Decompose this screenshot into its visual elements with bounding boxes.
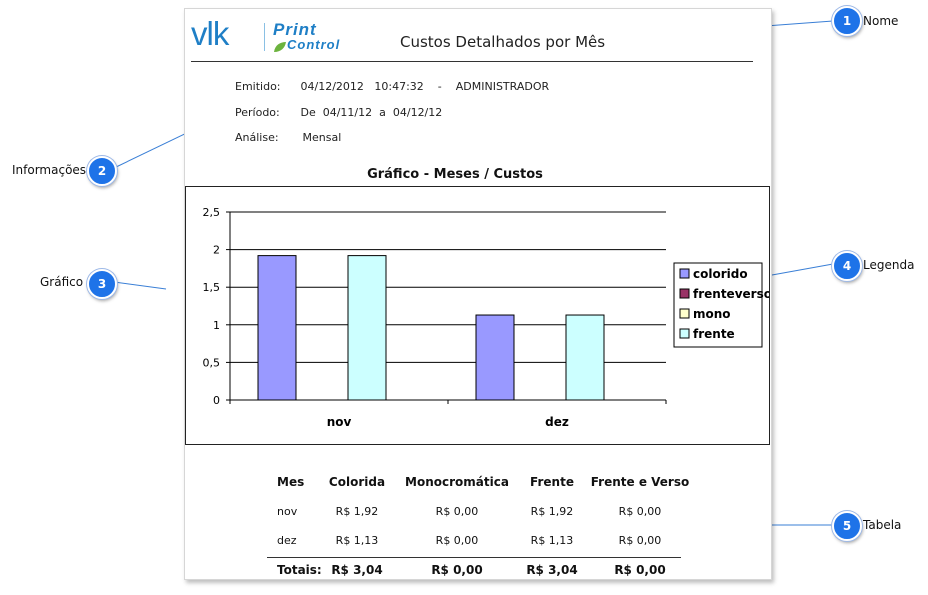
report-page: vlk Print Control Custos Detalhados por …	[184, 8, 772, 580]
table-totals-divider	[267, 557, 681, 558]
bar-colorido-dez	[475, 314, 515, 401]
callout-bubble-4: 4	[832, 251, 862, 281]
callout-bubble-2: 2	[87, 156, 117, 186]
legend-swatch-colorido	[679, 268, 690, 279]
y-tick-label: 2	[213, 244, 220, 257]
legend-label-mono: mono	[693, 307, 731, 321]
table-total-cell: R$ 0,00	[614, 563, 666, 577]
info-emitido: Emitido: 04/12/2012 10:47:32 - ADMINISTR…	[235, 80, 549, 93]
table-total-cell: R$ 3,04	[526, 563, 578, 577]
periodo-value: De 04/11/12 a 04/12/12	[300, 106, 443, 119]
callout-bubble-1: 1	[832, 6, 862, 36]
y-tick-label: 2,5	[203, 206, 221, 219]
table-cell: R$ 0,00	[618, 534, 662, 547]
table-total-cell: R$ 3,04	[331, 563, 383, 577]
bar-frente-dez	[565, 314, 605, 401]
report-title: Custos Detalhados por Mês	[400, 33, 606, 51]
info-periodo: Período: De 04/11/12 a 04/12/12	[235, 106, 442, 119]
logo-control: Control	[287, 37, 341, 52]
info-analise: Análise: Mensal	[235, 131, 341, 144]
table-header-cell: Frente e Verso	[590, 475, 690, 489]
y-tick-label: 0,5	[203, 356, 221, 369]
analise-value: Mensal	[302, 131, 342, 144]
legend-label-colorido: colorido	[693, 267, 748, 281]
x-tick-label: dez	[545, 415, 569, 429]
table-total-cell: Totais:	[277, 563, 322, 577]
callout-bubble-5: 5	[832, 511, 862, 541]
chart-area: 0 0,5 1 1,5 2 2,5 nov dez colorido frenteverso mon…	[185, 186, 772, 445]
table-header-cell: Colorida	[328, 475, 386, 489]
leaf-icon	[274, 42, 286, 52]
emitido-label: Emitido:	[235, 80, 281, 93]
y-tick-label: 0	[213, 394, 220, 407]
callout-label-tabela: Tabela	[863, 518, 902, 532]
legend-swatch-frente	[679, 328, 690, 339]
legend-swatch-mono	[679, 308, 690, 319]
table-cell: R$ 1,92	[530, 505, 574, 518]
table-cell: R$ 1,13	[335, 534, 379, 547]
bar-frente-nov	[347, 255, 387, 401]
callout-label-grafico: Gráfico	[40, 275, 84, 289]
table-cell: dez	[277, 534, 297, 547]
callout-label-nome: Nome	[863, 14, 899, 28]
emitido-value: 04/12/2012 10:47:32 - ADMINISTRADOR	[300, 80, 550, 93]
logo-brand: vlk	[191, 15, 229, 52]
legend-swatch-frenteverso	[679, 288, 690, 299]
vlk-printcontrol-logo: vlk Print Control	[191, 15, 381, 57]
legend-label-frenteverso: frenteverso	[693, 287, 769, 301]
table-cell: R$ 1,13	[530, 534, 574, 547]
callout-line-3	[113, 281, 167, 290]
x-tick-label: nov	[327, 415, 352, 429]
callout-line-4	[771, 263, 834, 276]
analise-label: Análise:	[235, 131, 279, 144]
periodo-label: Período:	[235, 106, 280, 119]
table-cell: R$ 0,00	[435, 505, 479, 518]
table-header-cell: Frente	[530, 475, 574, 489]
y-tick-label: 1	[213, 319, 220, 332]
y-tick-label: 1,5	[203, 281, 221, 294]
table-header-cell: Mes	[277, 475, 305, 489]
table-cell: R$ 1,92	[335, 505, 379, 518]
legend-label-frente: frente	[693, 327, 735, 341]
table-header-cell: Monocromática	[405, 475, 509, 489]
bar-chart: 0 0,5 1 1,5 2 2,5 nov dez colorido frenteverso mon…	[203, 206, 772, 429]
table-cell: nov	[277, 505, 298, 518]
callout-label-informacoes: Informações	[12, 163, 87, 177]
table-cell: R$ 0,00	[618, 505, 662, 518]
table-total-cell: R$ 0,00	[431, 563, 483, 577]
table-cell: R$ 0,00	[435, 534, 479, 547]
logo-print: Print	[273, 20, 317, 39]
callout-label-legenda: Legenda	[863, 258, 915, 272]
bar-colorido-nov	[257, 255, 297, 401]
callout-bubble-3: 3	[87, 269, 117, 299]
title-divider	[191, 61, 753, 62]
logo-separator	[264, 23, 265, 51]
chart-title: Gráfico - Meses / Custos	[367, 167, 543, 182]
